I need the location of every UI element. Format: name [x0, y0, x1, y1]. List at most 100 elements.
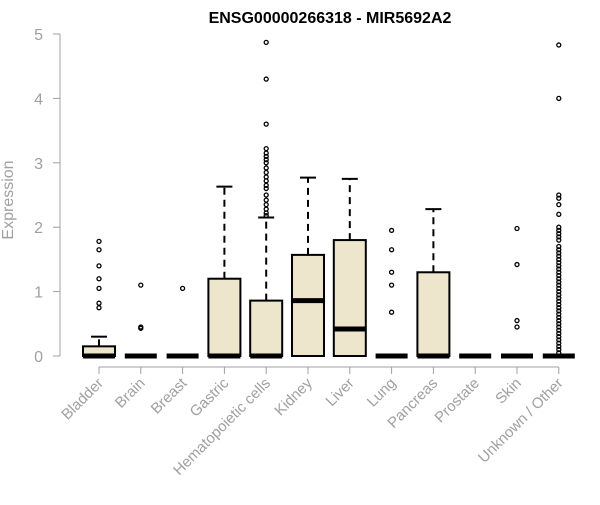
outlier-point	[514, 324, 520, 330]
outlier-point	[556, 298, 562, 304]
outlier-point	[556, 263, 562, 269]
outlier-point	[556, 346, 562, 353]
outlier-point	[556, 266, 562, 272]
outlier-point	[556, 317, 562, 324]
outlier-point	[514, 317, 520, 324]
outlier-point	[263, 39, 269, 46]
outlier-point	[556, 343, 562, 349]
y-tick-label: 0	[34, 349, 43, 366]
outlier-point	[556, 276, 562, 282]
outlier-point	[556, 259, 562, 266]
box-liver	[332, 177, 367, 357]
box-rect	[291, 253, 325, 357]
outlier-point	[263, 145, 269, 152]
x-tick-label: Liver	[323, 375, 358, 410]
box-kidney	[291, 176, 325, 357]
box-rect	[416, 271, 451, 357]
outlier-point	[556, 256, 562, 263]
outlier-point	[556, 311, 562, 317]
outlier-point	[556, 308, 562, 314]
box-gastric	[207, 185, 242, 359]
outlier-point	[556, 224, 562, 230]
box-brain	[124, 282, 157, 359]
outlier-point	[556, 321, 562, 327]
box-hematopoietic-cells	[249, 39, 284, 359]
outlier-point	[514, 261, 520, 268]
outlier-point	[556, 292, 562, 298]
outlier-point	[96, 276, 102, 282]
x-tick-label: Breast	[148, 374, 191, 417]
box-lung	[375, 227, 408, 359]
outlier-point	[556, 305, 562, 311]
outlier-point	[388, 309, 395, 315]
x-tick-label: Lung	[364, 375, 400, 411]
outlier-point	[556, 334, 562, 340]
outlier-point	[263, 192, 269, 198]
outlier-point	[556, 340, 562, 346]
y-tick-label: 2	[34, 220, 43, 237]
outlier-point	[263, 169, 269, 176]
outlier-point	[556, 279, 562, 285]
outlier-point	[556, 95, 562, 102]
outlier-point	[96, 285, 102, 292]
box-rect	[207, 277, 242, 357]
y-axis: 0 1 2 3 4 5	[34, 27, 61, 366]
outlier-point	[556, 285, 562, 292]
x-tick-label: Brain	[112, 375, 149, 412]
outlier-point	[263, 178, 269, 184]
outlier-point	[556, 234, 562, 240]
outlier-point	[96, 238, 102, 245]
outlier-point	[556, 250, 562, 256]
outlier-point	[556, 211, 562, 217]
outlier-point	[96, 247, 102, 253]
outlier-point	[388, 247, 395, 253]
outlier-point	[96, 263, 102, 269]
outlier-point	[556, 337, 562, 343]
outlier-point	[556, 314, 562, 321]
outlier-point	[556, 288, 562, 295]
outlier-point	[556, 269, 562, 275]
outlier-point	[556, 330, 562, 337]
box-pancreas	[416, 208, 451, 359]
outlier-point	[263, 153, 269, 160]
outlier-point	[263, 185, 269, 192]
outlier-point	[388, 269, 395, 275]
outlier-point	[138, 282, 144, 288]
y-tick-label: 3	[34, 156, 43, 173]
outlier-point	[514, 225, 520, 232]
outlier-point	[263, 160, 269, 166]
y-tick-label: 4	[34, 91, 43, 108]
chart-title: ENSG00000266318 - MIR5692A2	[209, 10, 452, 27]
outlier-point	[556, 192, 562, 198]
outlier-point	[263, 182, 269, 188]
box-unknown-other	[542, 42, 575, 359]
box-rect	[249, 299, 284, 357]
outlier-point	[556, 195, 562, 201]
boxes-group	[82, 39, 575, 359]
y-tick-label: 1	[34, 285, 43, 302]
outlier-point	[179, 285, 186, 292]
outlier-point	[263, 210, 269, 216]
outlier-point	[388, 227, 395, 234]
outlier-point	[263, 150, 269, 156]
outlier-point	[556, 327, 562, 333]
y-axis-label: Expression	[0, 160, 17, 239]
outlier-point	[556, 227, 562, 234]
outlier-point	[556, 282, 562, 288]
outlier-point	[263, 165, 269, 171]
outlier-point	[556, 243, 562, 250]
outlier-point	[556, 230, 562, 237]
outlier-point	[263, 202, 269, 208]
x-tick-label: Skin	[492, 375, 525, 408]
box-skin	[501, 225, 533, 359]
outlier-point	[556, 42, 562, 48]
x-tick-label: Bladder	[58, 375, 107, 424]
box-rect	[332, 239, 367, 357]
outlier-point	[263, 121, 269, 127]
outlier-point	[138, 325, 144, 331]
box-bladder	[82, 238, 116, 359]
outlier-point	[556, 272, 562, 279]
outlier-point	[556, 247, 562, 253]
